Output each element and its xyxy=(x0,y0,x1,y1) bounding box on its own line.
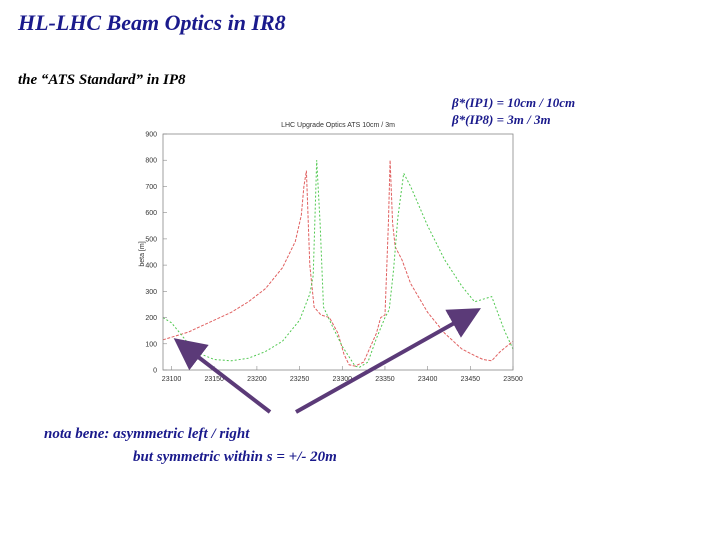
y-tick-label: 0 xyxy=(153,368,157,375)
y-tick-label: 400 xyxy=(145,263,157,270)
chart-title: LHC Upgrade Optics ATS 10cm / 3m xyxy=(281,122,395,129)
note-line-1: nota bene: asymmetric left / right xyxy=(44,426,250,442)
page-title: HL-LHC Beam Optics in IR8 xyxy=(18,10,286,35)
beam1-beta-line xyxy=(162,160,514,367)
y-axis-label: beta [m] xyxy=(139,241,146,266)
beta-ip8-label: β*(IP8) = 3m / 3m xyxy=(452,112,551,127)
y-tick-label: 500 xyxy=(145,236,157,243)
plot-frame xyxy=(162,133,514,371)
x-tick-label: 23500 xyxy=(503,376,523,383)
page-subtitle: the “ATS Standard” in IP8 xyxy=(18,72,186,88)
x-tick-label: 23350 xyxy=(375,376,395,383)
y-tick-label: 700 xyxy=(145,184,157,191)
x-tick-label: 23200 xyxy=(247,376,267,383)
right-arrow xyxy=(295,308,481,414)
y-tick-label: 800 xyxy=(145,158,157,165)
y-tick-label: 200 xyxy=(145,315,157,322)
y-tick-label: 900 xyxy=(145,132,157,139)
x-tick-label: 23450 xyxy=(461,376,481,383)
x-tick-label: 23300 xyxy=(333,376,353,383)
beam2-beta-line xyxy=(162,160,514,368)
left-arrow xyxy=(173,338,272,414)
x-tick-label: 23150 xyxy=(204,376,224,383)
y-tick-label: 600 xyxy=(145,210,157,217)
x-tick-label: 23250 xyxy=(290,376,310,383)
y-tick-label: 300 xyxy=(145,289,157,296)
y-tick-label: 100 xyxy=(145,341,157,348)
x-tick-label: 23400 xyxy=(418,376,438,383)
note-line-2: but symmetric within s = +/- 20m xyxy=(133,449,337,465)
beta-ip1-label: β*(IP1) = 10cm / 10cm xyxy=(452,95,576,110)
x-tick-label: 23100 xyxy=(162,376,182,383)
